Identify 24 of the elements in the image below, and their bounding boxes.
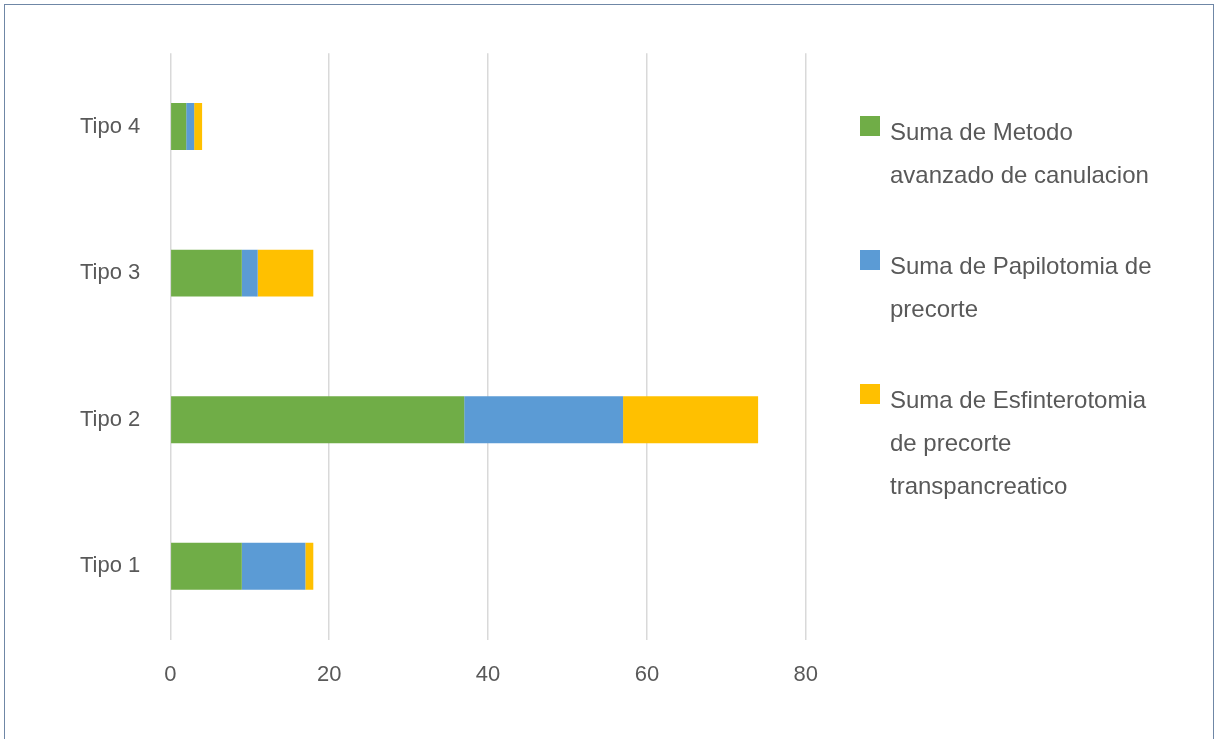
bar bbox=[241, 249, 258, 297]
bar bbox=[241, 542, 306, 590]
legend-label: Suma de Metodo avanzado de canulacion bbox=[890, 117, 1150, 190]
y-tick-label: Tipo 1 bbox=[80, 552, 141, 578]
x-tick-label: 40 bbox=[475, 660, 501, 686]
y-tick-label: Tipo 3 bbox=[80, 259, 141, 285]
bar bbox=[171, 542, 242, 590]
bar bbox=[257, 249, 314, 297]
legend-label: Suma de Papilotomia de precorte bbox=[890, 251, 1153, 324]
legend-label: Suma de Esfinterotomia de precorte transpancreatico bbox=[890, 385, 1148, 501]
bar bbox=[194, 103, 203, 150]
bar bbox=[171, 103, 187, 150]
bar bbox=[186, 103, 195, 150]
x-tick-label: 20 bbox=[316, 660, 342, 686]
bar bbox=[623, 396, 759, 444]
bar bbox=[305, 542, 314, 590]
x-tick-label: 0 bbox=[164, 660, 177, 686]
bar bbox=[464, 396, 624, 444]
y-tick-label: Tipo 2 bbox=[80, 405, 141, 431]
x-tick-label: 60 bbox=[634, 660, 660, 686]
bar bbox=[171, 249, 242, 297]
y-tick-label: Tipo 4 bbox=[80, 112, 141, 138]
x-tick-label: 80 bbox=[793, 660, 819, 686]
bar bbox=[171, 396, 465, 444]
